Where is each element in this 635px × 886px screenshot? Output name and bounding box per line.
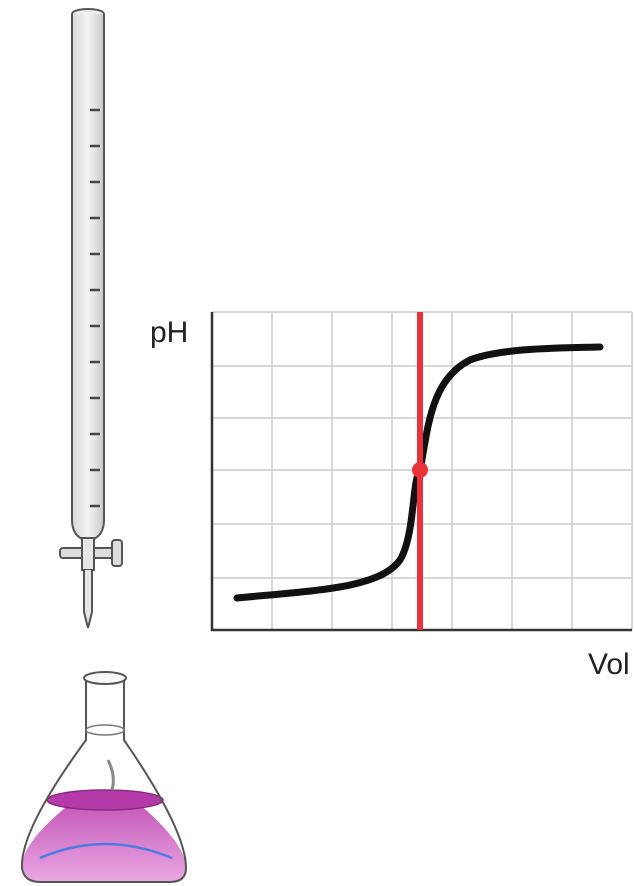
flask: [20, 671, 188, 883]
equivalence-point: [412, 462, 428, 478]
y-axis-label: pH: [150, 316, 188, 349]
titration-chart: pH Vol: [150, 311, 633, 681]
burette: [59, 8, 123, 629]
x-axis-label: Vol: [588, 648, 630, 681]
